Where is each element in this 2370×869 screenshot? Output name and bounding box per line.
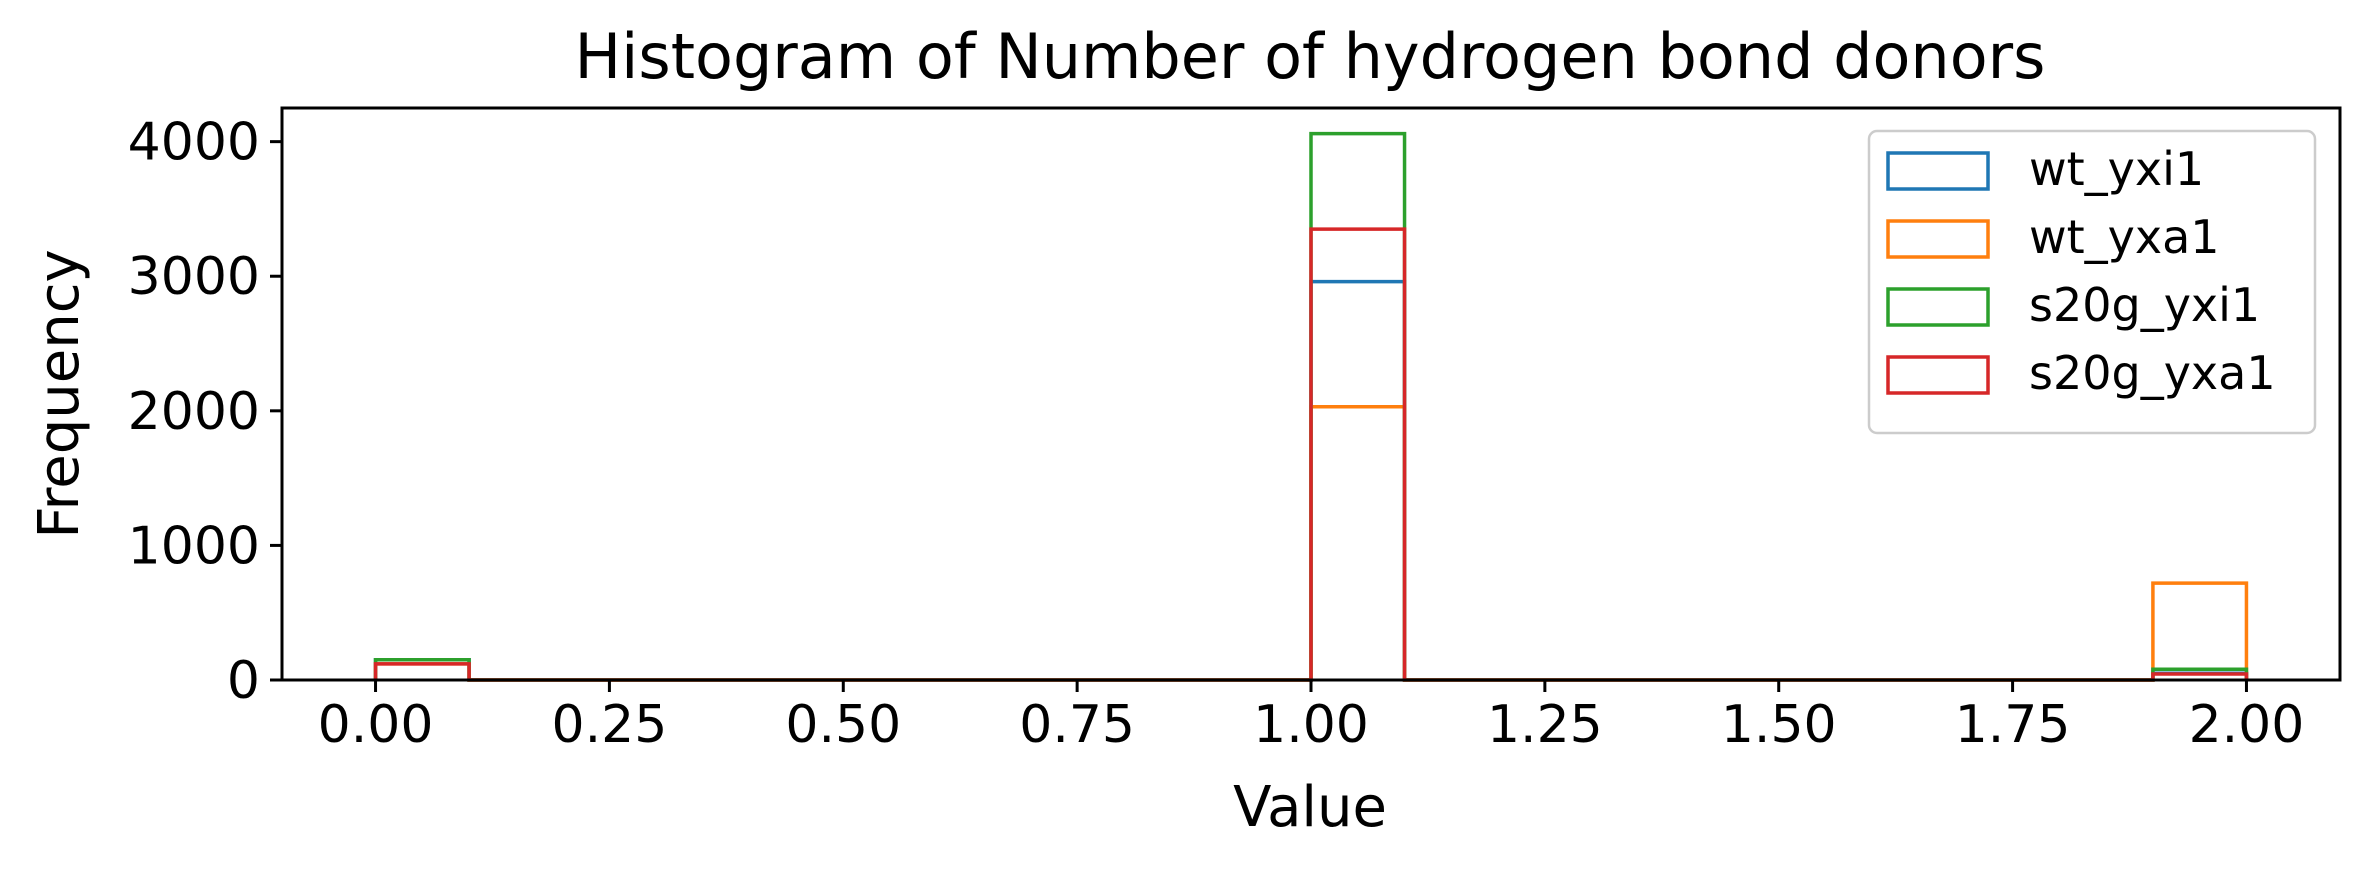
- x-tick-label: 2.00: [2189, 695, 2305, 755]
- legend-swatch: [1886, 219, 1990, 259]
- legend: wt_yxi1 wt_yxa1 s20g_yxi1 s20g_yxa1: [1867, 129, 2317, 435]
- x-axis-label: Value: [1233, 775, 1387, 840]
- x-tick-label: 0.75: [1019, 695, 1135, 755]
- y-tick-label: 3000: [128, 247, 260, 307]
- y-tick-label: 2000: [128, 382, 260, 442]
- x-axis: 0.00 0.25 0.50 0.75 1.00 1.25 1.50 1.75 2.00: [318, 680, 2305, 755]
- y-axis-label: Frequency: [27, 249, 92, 538]
- x-tick-label: 1.00: [1253, 695, 1369, 755]
- legend-label: s20g_yxi1: [2029, 278, 2260, 332]
- legend-swatch: [1886, 355, 1990, 395]
- x-tick-label: 1.50: [1721, 695, 1837, 755]
- y-tick-label: 1000: [128, 516, 260, 576]
- legend-swatch: [1886, 287, 1990, 327]
- y-axis: 0 1000 2000 3000 4000: [128, 113, 282, 711]
- legend-label: wt_yxa1: [2029, 210, 2220, 264]
- chart-title: Histogram of Number of hydrogen bond don…: [575, 20, 2046, 93]
- legend-label: wt_yxi1: [2029, 142, 2204, 196]
- legend-swatch: [1886, 151, 1990, 191]
- y-tick-label: 0: [227, 651, 260, 711]
- legend-label: s20g_yxa1: [2029, 346, 2276, 400]
- x-tick-label: 1.25: [1487, 695, 1603, 755]
- y-tick-label: 4000: [128, 113, 260, 173]
- x-tick-label: 0.25: [552, 695, 668, 755]
- x-tick-label: 0.50: [785, 695, 901, 755]
- x-tick-label: 1.75: [1955, 695, 2071, 755]
- x-tick-label: 0.00: [318, 695, 434, 755]
